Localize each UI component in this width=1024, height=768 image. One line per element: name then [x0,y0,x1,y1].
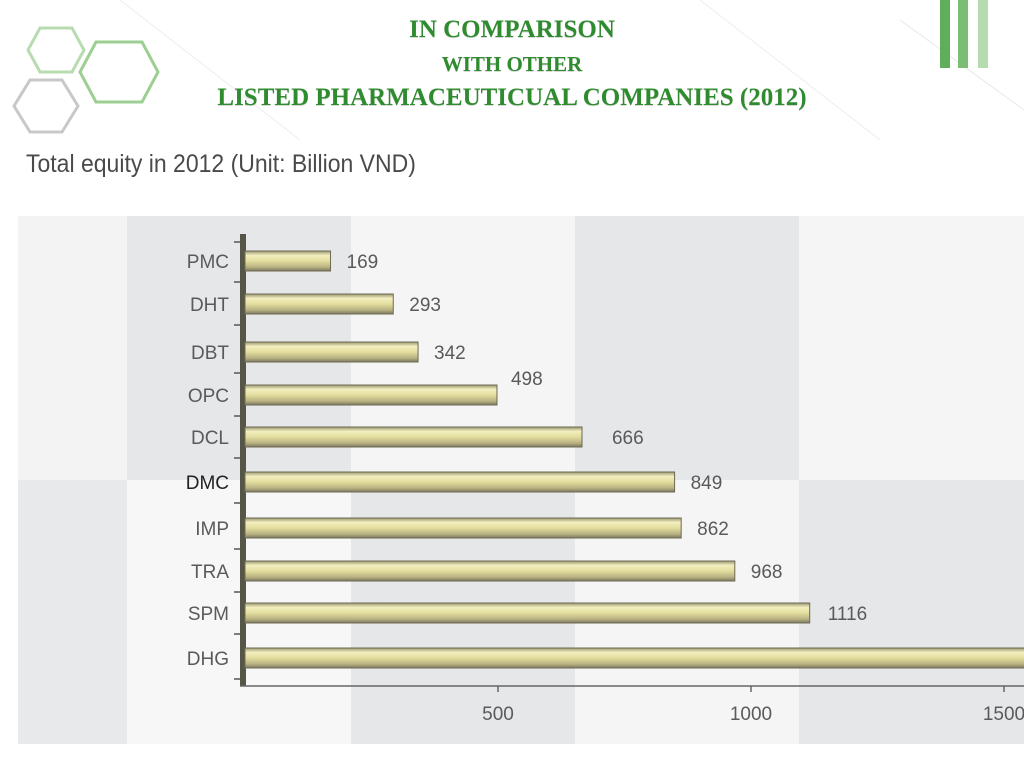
header-title-line2: WITH OTHER [441,52,583,76]
category-label: SPM [188,604,229,625]
bar-opc [244,384,498,406]
background-panel [18,216,127,480]
x-tick-label: 1500 [983,704,1024,725]
background-panel [799,216,1024,480]
hexagon-outline-icon [26,26,86,74]
category-label: TRA [191,562,229,583]
value-label: 342 [434,343,466,364]
header-title-line3: LISTED PHARMACEUTICUAL COMPANIES (2012) [217,84,807,111]
stripe-decoration [940,0,950,68]
bar-pmc [244,250,332,272]
chart-labels: 5001000150020002500PMC169DHT293DBT342OPC… [186,252,1024,725]
category-label: DCL [191,428,229,449]
hexagon-outline-icon [78,40,160,104]
stripe-decoration [958,0,968,68]
bar-imp [244,517,682,539]
value-label: 293 [409,295,441,316]
category-label: PMC [187,252,229,273]
chart-bars [244,250,1024,669]
value-label: 862 [697,519,729,540]
value-label: 968 [751,562,783,583]
chart-title: Total equity in 2012 (Unit: Billion VND) [26,150,416,178]
category-label: DMC [186,473,229,494]
background-panel [799,480,1024,744]
bar-dht [244,293,394,315]
category-label: DHG [187,649,229,670]
category-label: IMP [195,519,229,540]
bar-spm [244,602,811,624]
hexagon-outline-icon [12,78,80,134]
bar-tra [244,560,736,582]
bar-dbt [244,341,419,363]
x-tick-label: 500 [482,704,514,725]
y-axis [240,234,246,686]
stripe-decoration [978,0,988,68]
value-label: 849 [691,473,723,494]
bar-dmc [244,471,676,493]
background-panel [575,216,799,480]
bar-dcl [244,426,583,448]
value-label: 169 [347,252,379,273]
chart-axes [234,234,1024,692]
value-label: 1116 [828,604,867,625]
category-label: DBT [191,343,229,364]
category-label: DHT [190,295,229,316]
category-label: OPC [188,386,229,407]
value-label: 498 [511,369,543,390]
header-title-line1: IN COMPARISON [409,16,615,43]
background-panel [18,480,127,744]
bar-dhg [244,647,1024,669]
value-label: 666 [612,428,644,449]
x-tick-label: 1000 [730,704,772,725]
hexagon-decoration [12,0,1024,140]
